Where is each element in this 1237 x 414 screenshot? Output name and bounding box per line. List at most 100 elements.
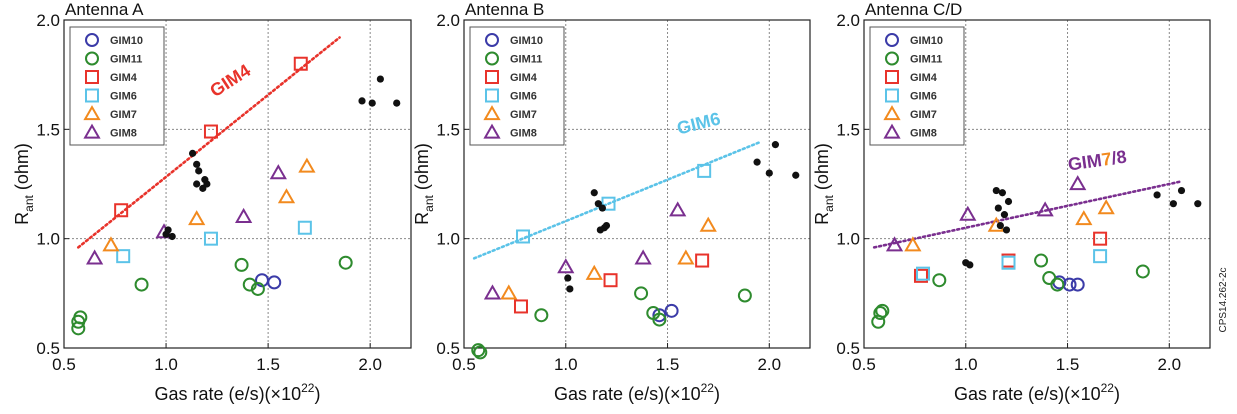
- data-point-gim6: [916, 266, 931, 281]
- data-point-gim11: [242, 277, 257, 292]
- data-point-black: [203, 180, 211, 188]
- x-tick-label: 0.5: [52, 355, 76, 374]
- data-point-gim6: [203, 231, 218, 246]
- legend-label: GIM8: [510, 128, 537, 140]
- fit-line: [872, 180, 1181, 249]
- x-tick-label: 1.5: [656, 355, 680, 374]
- legend-label: GIM8: [910, 128, 937, 140]
- data-point-black: [1169, 200, 1177, 208]
- data-point-gim10: [267, 275, 282, 290]
- fit-line: [472, 141, 761, 260]
- x-axis-label: Gas rate (e/s)(×1022): [954, 381, 1120, 404]
- legend-label: GIM4: [910, 72, 938, 84]
- legend-marker-gim8: [83, 123, 101, 139]
- x-tick-label: 0.5: [452, 355, 476, 374]
- y-axis-label: Rant (ohm): [412, 143, 436, 225]
- legend-label: GIM10: [510, 35, 543, 47]
- legend-marker-gim10: [885, 33, 899, 47]
- legend-marker-gim4: [85, 70, 99, 84]
- fit-label: GIM4: [206, 60, 254, 101]
- data-point-gim7: [699, 216, 717, 232]
- legend-box: [469, 26, 565, 146]
- data-point-gim6: [297, 220, 312, 235]
- legend-marker-gim6: [85, 88, 99, 103]
- data-point-gim6: [116, 249, 131, 264]
- data-point-black: [1004, 197, 1013, 206]
- data-point-gim4: [114, 203, 129, 218]
- data-point-black: [1194, 200, 1202, 208]
- legend-box: [69, 26, 165, 146]
- legend-marker-gim11: [485, 51, 499, 66]
- data-point-black: [1177, 186, 1186, 195]
- data-point-gim11: [737, 288, 752, 303]
- legend-marker-gim7: [83, 105, 101, 121]
- x-tick-label: 1.0: [154, 355, 178, 374]
- legend-marker-gim11: [85, 51, 99, 66]
- legend-label: GIM11: [910, 54, 942, 66]
- data-point-gim11: [875, 303, 890, 318]
- data-point-gim6: [516, 229, 531, 244]
- panel-title: Antenna A: [65, 0, 144, 19]
- legend-label: GIM4: [110, 72, 138, 84]
- chart-panel-2: 0.5 1.0 1.5 2.0 0.5 1.0 1.5 2.0 Antenna B Gas rat…: [412, 0, 811, 404]
- data-point-black: [193, 180, 201, 188]
- fit-label: GIM7/8: [1067, 147, 1128, 175]
- data-point-black: [193, 160, 201, 168]
- data-point-black: [368, 99, 376, 107]
- data-point-gim11: [471, 343, 486, 358]
- legend-marker-gim4: [485, 70, 499, 84]
- legend-box: [869, 26, 965, 146]
- legend-label: GIM10: [110, 35, 143, 47]
- data-point-gim11: [634, 286, 649, 301]
- x-axis-label: Gas rate (e/s)(×1022): [155, 381, 321, 404]
- data-point-gim8: [1069, 175, 1087, 191]
- data-point-gim8: [1036, 201, 1054, 217]
- data-point-gim11: [134, 277, 149, 292]
- plot-frame: [863, 19, 1211, 349]
- data-point-black: [195, 167, 203, 175]
- data-point-black: [164, 226, 172, 234]
- data-point-gim7: [1075, 210, 1093, 226]
- data-point-gim8: [483, 284, 502, 300]
- y-tick-label: 0.5: [436, 339, 460, 358]
- legend-marker-gim4: [885, 70, 899, 84]
- data-point-black: [1002, 226, 1011, 234]
- data-point-black: [966, 261, 974, 269]
- data-point-gim11: [1034, 253, 1049, 268]
- x-tick-label: 1.0: [554, 355, 578, 374]
- data-point-black: [792, 171, 800, 179]
- y-tick-label: 2.0: [36, 11, 60, 30]
- data-point-gim6: [697, 163, 712, 178]
- x-tick-label: 0.5: [852, 355, 876, 374]
- data-point-black: [996, 221, 1004, 230]
- data-point-gim11: [338, 255, 353, 270]
- chart-panel-3: 0.5 1.0 1.5 2.0 0.5 1.0 1.5 2.0 Antenna C/D Gas r…: [812, 0, 1211, 404]
- data-point-gim11: [1135, 264, 1150, 279]
- legend-marker-gim7: [483, 105, 501, 121]
- data-point-gim10: [1070, 277, 1085, 292]
- data-point-gim11: [473, 345, 488, 360]
- data-point-black: [598, 204, 607, 212]
- x-tick-label: 2.0: [757, 355, 781, 374]
- y-tick-label: 1.0: [436, 230, 460, 249]
- y-tick-label: 1.5: [36, 120, 60, 139]
- data-point-black: [998, 189, 1007, 197]
- y-axis-label: Rant (ohm): [812, 143, 836, 225]
- data-point-gim4: [603, 273, 618, 288]
- data-point-black: [590, 189, 598, 197]
- x-tick-label: 1.5: [1056, 355, 1080, 374]
- data-point-black: [1153, 191, 1161, 199]
- panel-title: Antenna C/D: [865, 0, 962, 19]
- legend-marker-gim6: [885, 88, 899, 103]
- data-point-gim7: [677, 249, 695, 265]
- legend-label: GIM11: [110, 54, 142, 66]
- figure-credit: CPS14.262-2c: [1218, 267, 1229, 332]
- x-tick-label: 1.0: [954, 355, 978, 374]
- x-axis-label: Gas rate (e/s)(×1022): [554, 381, 720, 404]
- data-point-black: [188, 149, 197, 157]
- x-tick-label: 1.5: [256, 355, 280, 374]
- legend-label: GIM8: [110, 128, 137, 140]
- y-tick-label: 1.0: [836, 230, 860, 249]
- data-point-black: [1000, 211, 1009, 219]
